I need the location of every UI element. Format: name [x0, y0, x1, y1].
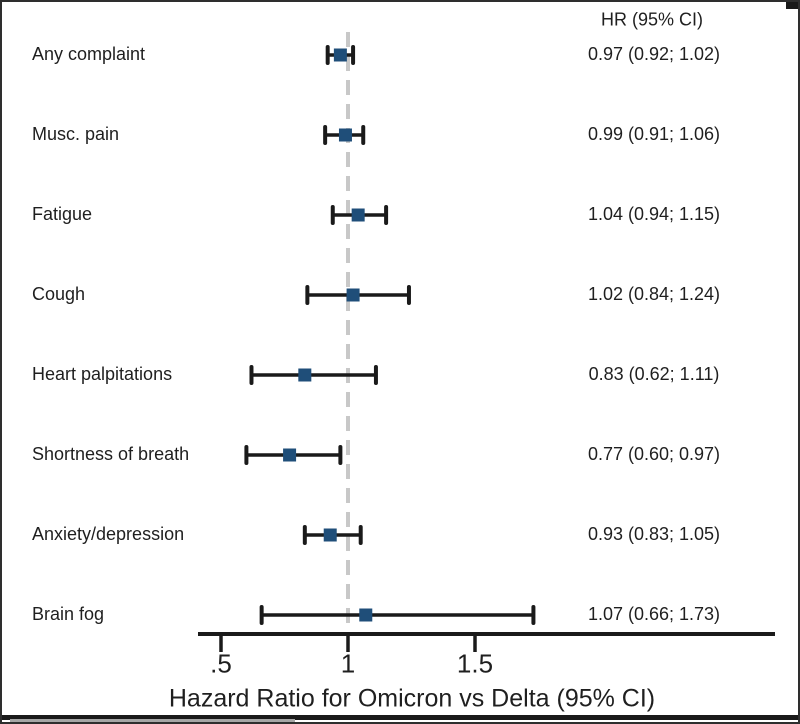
- point-estimate-marker: [338, 128, 352, 142]
- top-right-edge-artifact: [786, 2, 798, 9]
- hr-ci-value: 0.77 (0.60; 0.97): [587, 444, 721, 465]
- row-label: Musc. pain: [32, 124, 120, 145]
- hr-column-header: HR (95% CI): [600, 9, 704, 30]
- row-label: Fatigue: [32, 204, 93, 225]
- point-estimate-marker: [351, 208, 365, 222]
- point-estimate-marker: [283, 448, 297, 462]
- x-axis-tick-label: 1: [340, 648, 356, 679]
- point-estimate-marker: [359, 608, 373, 622]
- row-label: Cough: [32, 284, 86, 305]
- bottom-border-line: [2, 715, 798, 720]
- x-axis-tick-label: 1.5: [456, 648, 494, 679]
- point-estimate-marker: [346, 288, 360, 302]
- x-axis-tick-label: .5: [210, 648, 232, 679]
- hr-ci-value: 0.93 (0.83; 1.05): [587, 524, 721, 545]
- hr-ci-value: 1.04 (0.94; 1.15): [587, 204, 721, 225]
- point-estimate-marker: [298, 368, 312, 382]
- row-label: Heart palpitations: [32, 364, 173, 385]
- bottom-left-edge-artifact: [10, 719, 295, 722]
- row-label: Brain fog: [32, 604, 105, 625]
- hr-ci-value: 0.99 (0.91; 1.06): [587, 124, 721, 145]
- point-estimate-marker: [333, 48, 347, 62]
- hr-ci-value: 0.83 (0.62; 1.11): [588, 364, 720, 385]
- x-axis-title: Hazard Ratio for Omicron vs Delta (95% C…: [168, 684, 656, 713]
- point-estimate-marker: [323, 528, 337, 542]
- row-label: Shortness of breath: [32, 444, 190, 465]
- row-label: Any complaint: [32, 44, 146, 65]
- hr-ci-value: 0.97 (0.92; 1.02): [587, 44, 721, 65]
- hr-ci-value: 1.07 (0.66; 1.73): [587, 604, 721, 625]
- row-label: Anxiety/depression: [32, 524, 185, 545]
- hr-ci-value: 1.02 (0.84; 1.24): [587, 284, 721, 305]
